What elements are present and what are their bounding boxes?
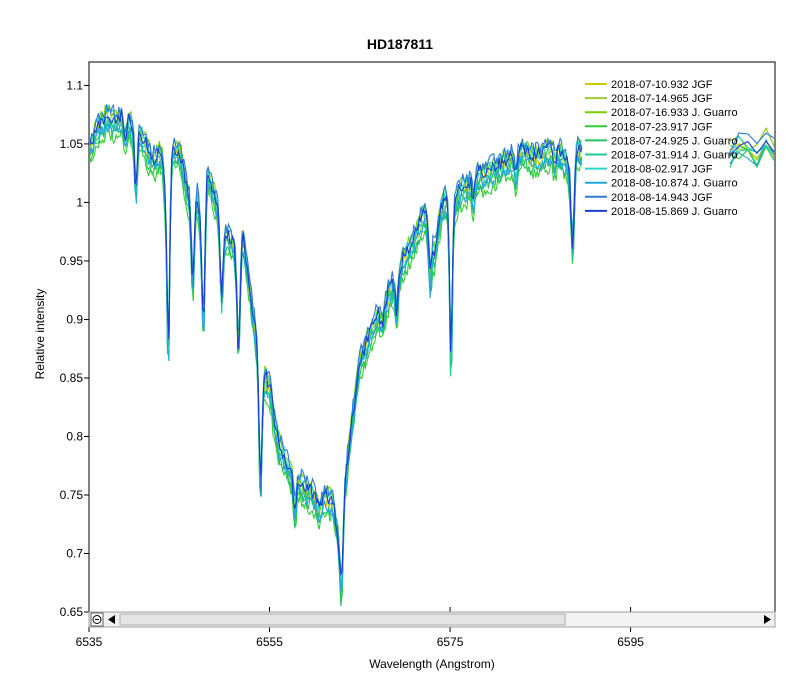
- legend-label: 2018-07-23.917 JGF: [611, 121, 713, 133]
- horizontal-scrollbar[interactable]: [88, 611, 776, 628]
- x-tick-label: 6575: [437, 635, 464, 649]
- legend-label: 2018-07-16.933 J. Guarro: [611, 107, 738, 119]
- legend-label: 2018-07-31.914 J. Guarro: [611, 150, 738, 162]
- x-tick-label: 6555: [256, 635, 283, 649]
- y-tick-label: 1.1: [66, 78, 83, 92]
- legend: 2018-07-10.932 JGF 2018-07-14.965 JGF 2018…: [585, 79, 738, 218]
- series-line-fragment: [729, 132, 774, 153]
- x-axis: 6535 6555 6575 6595: [76, 607, 644, 649]
- y-tick-label: 0.65: [60, 605, 84, 619]
- legend-label: 2018-07-10.932 JGF: [611, 79, 713, 91]
- y-tick-label: 0.95: [60, 254, 84, 268]
- legend-label: 2018-08-15.869 J. Guarro: [611, 206, 738, 218]
- y-tick-label: 0.9: [66, 312, 83, 326]
- legend-label: 2018-07-24.925 J. Guarro: [611, 135, 738, 147]
- scroll-thumb[interactable]: [119, 613, 566, 626]
- legend-label: 2018-08-02.917 JGF: [611, 164, 713, 176]
- x-axis-title: Wavelength (Angstrom): [369, 657, 495, 671]
- y-axis: 0.65 0.7 0.75 0.8 0.85 0.9 0.95 1 1.05 1.1: [60, 78, 89, 619]
- legend-label: 2018-08-14.943 JGF: [611, 192, 713, 204]
- y-tick-label: 0.75: [60, 488, 84, 502]
- y-tick-label: 0.8: [66, 429, 83, 443]
- minus-icon: [92, 615, 102, 624]
- legend-label: 2018-07-14.965 JGF: [611, 93, 713, 105]
- scroll-track[interactable]: [567, 614, 760, 625]
- series-layer: [90, 103, 774, 607]
- y-tick-label: 0.7: [66, 546, 83, 560]
- series-line-fragment: [729, 140, 774, 157]
- y-tick-label: 0.85: [60, 371, 84, 385]
- y-tick-label: 1.05: [60, 137, 84, 151]
- series-line-fragment: [729, 145, 774, 169]
- series-line-fragment: [729, 143, 774, 159]
- scroll-right-arrow-icon[interactable]: [764, 615, 771, 624]
- chart-title: HD187811: [367, 36, 433, 52]
- series-line-fragment: [729, 135, 774, 158]
- x-tick-label: 6595: [617, 635, 644, 649]
- plot-area: [88, 61, 776, 613]
- scroll-left-arrow-icon[interactable]: [108, 615, 115, 624]
- x-tick-label: 6535: [76, 635, 103, 649]
- y-tick-label: 1: [76, 195, 83, 209]
- y-axis-title: Relative intensity: [33, 289, 47, 380]
- legend-label: 2018-08-10.874 J. Guarro: [611, 178, 738, 190]
- series-line: [90, 109, 583, 577]
